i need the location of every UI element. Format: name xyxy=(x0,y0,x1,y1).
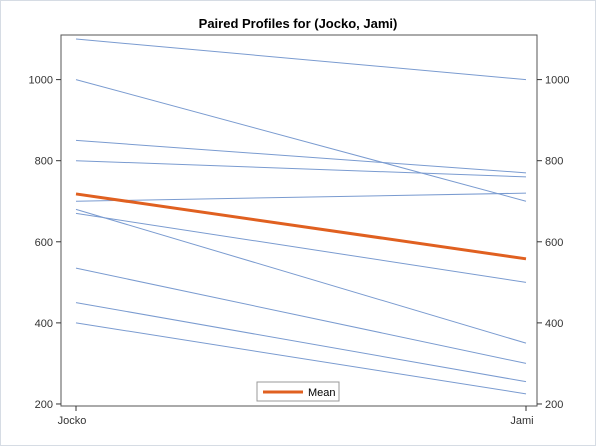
profile-line xyxy=(75,302,527,383)
y-tick-label-left: 1000 xyxy=(29,75,53,87)
y-tick-label-left: 200 xyxy=(35,399,53,411)
y-tick-label-left: 600 xyxy=(35,237,53,249)
profile-line xyxy=(75,160,527,178)
profile-line xyxy=(75,208,527,344)
y-tick-label-right: 200 xyxy=(545,399,563,411)
profile-line xyxy=(75,267,527,364)
y-tick-label-right: 600 xyxy=(545,237,563,249)
y-tick-label-left: 800 xyxy=(35,156,53,168)
y-tick-label-left: 400 xyxy=(35,318,53,330)
plot-area xyxy=(60,34,538,407)
profile-line xyxy=(75,79,527,202)
legend: Mean xyxy=(256,381,340,402)
profile-line xyxy=(75,322,527,395)
mean-line xyxy=(75,192,527,261)
profile-line xyxy=(75,212,527,283)
profile-line xyxy=(75,139,527,174)
profile-line xyxy=(75,192,527,202)
x-tick-label: Jami xyxy=(510,415,533,427)
y-tick-label-right: 1000 xyxy=(545,75,569,87)
y-tick-label-right: 400 xyxy=(545,318,563,330)
y-axis-left: 200 400 600 800 1000 xyxy=(29,75,61,411)
y-tick-label-right: 800 xyxy=(545,156,563,168)
y-axis-right: 200 400 600 800 1000 xyxy=(537,75,569,411)
profile-line xyxy=(75,38,527,81)
x-tick-label: Jocko xyxy=(58,415,87,427)
legend-mean-label: Mean xyxy=(308,387,336,399)
x-axis: Jocko Jami xyxy=(58,406,534,427)
mean-series xyxy=(75,192,527,261)
profile-lines xyxy=(75,38,527,395)
chart-title: Paired Profiles for (Jocko, Jami) xyxy=(198,16,398,31)
